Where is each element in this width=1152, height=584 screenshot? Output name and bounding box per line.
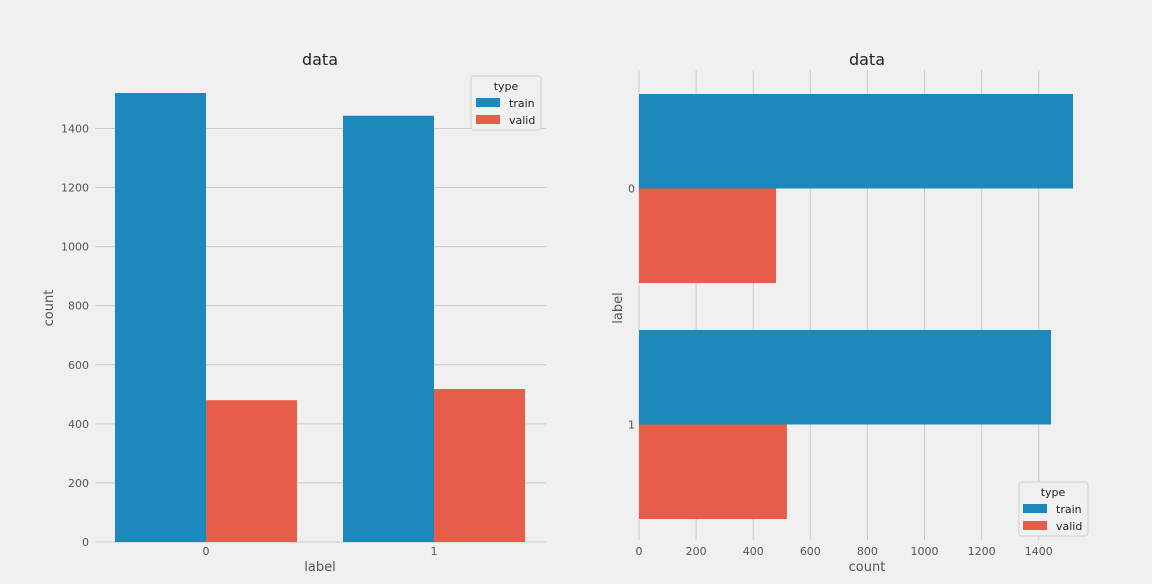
chart-title: data [849,50,885,69]
x-tick-800: 800 [857,545,878,558]
x-tick-1000: 1000 [911,545,939,558]
y-axis-label: count [42,290,57,327]
x-tick-200: 200 [686,545,707,558]
chart-horizontal: 0 200 400 600 800 1000 1200 1400 01 data count … [611,50,1089,575]
x-tick-0: 0 [203,545,210,558]
legend-title: type [494,80,519,93]
legend-swatch-train [1023,504,1047,513]
legend-swatch-valid [1023,521,1047,530]
bars [115,93,525,542]
x-tick-1400: 1400 [1025,545,1053,558]
y-tick-labels: 01 [628,183,635,432]
x-tick-0: 0 [636,545,643,558]
y-tick-1000: 1000 [61,241,89,254]
y-tick-600: 600 [68,359,89,372]
legend-label-valid: valid [1056,520,1082,533]
y-tick-800: 800 [68,300,89,313]
y-tick-0: 0 [82,536,89,549]
legend-swatch-train [476,98,500,107]
legend-title: type [1041,486,1066,499]
y-tick-400: 400 [68,418,89,431]
x-tick-1: 1 [431,545,438,558]
y-tick-1: 1 [628,419,635,432]
bar-valid-1 [434,388,525,542]
x-tick-labels: 0 200 400 600 800 1000 1200 1400 [636,545,1053,558]
y-axis-label: label [611,292,626,323]
bar-train-0 [639,94,1073,189]
y-tick-1200: 1200 [61,182,89,195]
x-tick-400: 400 [743,545,764,558]
bar-train-1 [343,115,434,542]
bar-train-1 [639,330,1052,425]
legend-label-train: train [1056,503,1082,516]
y-tick-labels: 0 200 400 600 800 1000 1200 1400 [61,122,89,549]
legend-swatch-valid [476,115,500,124]
legend-label-valid: valid [509,114,535,127]
bar-valid-0 [206,400,297,542]
x-tick-1200: 1200 [968,545,996,558]
legend-label-train: train [509,97,535,110]
chart-title: data [302,50,338,69]
x-axis-label: count [849,560,886,575]
y-tick-0: 0 [628,183,635,196]
bar-valid-1 [639,424,787,519]
bar-train-0 [115,93,206,542]
bar-valid-0 [639,188,777,283]
y-tick-1400: 1400 [61,122,89,135]
y-tick-200: 200 [68,477,89,490]
x-tick-600: 600 [800,545,821,558]
legend: type train valid [470,75,542,131]
x-axis-label: label [304,560,335,575]
legend: type train valid [1018,481,1089,537]
bars [639,94,1073,519]
